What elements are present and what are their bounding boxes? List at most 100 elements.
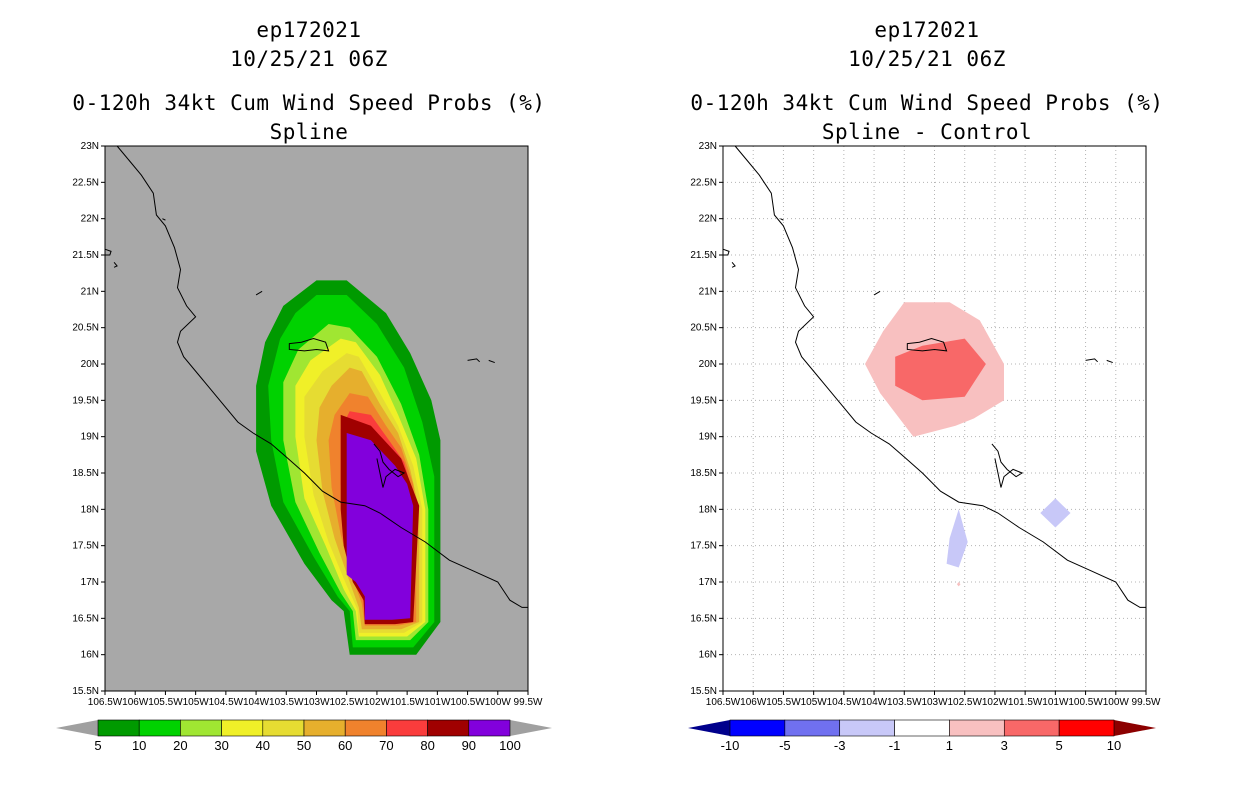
legend-label: 3 — [1001, 738, 1008, 753]
legend-swatch — [427, 719, 470, 737]
subtitle: Spline - Control — [821, 120, 1033, 144]
island — [113, 261, 118, 268]
lat-label: 17N — [699, 577, 717, 588]
lat-label: 19.5N — [690, 395, 717, 406]
lat-label: 20N — [699, 359, 717, 370]
legend-label: 20 — [173, 738, 187, 753]
lat-label: 18N — [81, 504, 99, 515]
lat-label: 15.5N — [690, 686, 717, 697]
lake — [288, 338, 330, 352]
lat-label: 21.5N — [690, 250, 717, 261]
product-title: 0-120h 34kt Cum Wind Speed Probs (%) — [72, 91, 546, 115]
difference-contours — [865, 302, 1071, 587]
lon-label: 104.5W — [827, 697, 862, 708]
legend-swatch — [97, 719, 140, 737]
legend-swatch — [1003, 719, 1060, 737]
legend-swatch — [262, 719, 305, 737]
lat-label: 20.5N — [690, 323, 717, 334]
lat-label: 21N — [81, 286, 99, 297]
lon-label: 105W — [183, 697, 210, 708]
legend-label: 10 — [132, 738, 146, 753]
lat-label: 17N — [81, 577, 99, 588]
lon-label: 105.5W — [148, 697, 183, 708]
legend-swatch — [180, 719, 222, 737]
axis-labels: 23N 22.5N 22N 21.5N 21N 20.5N 20N 19.5N 19N 18.5N… — [690, 141, 1161, 708]
lat-label: 21.5N — [72, 250, 99, 261]
color-legend: 5 10 20 30 40 50 60 70 80 90 100 — [56, 719, 552, 753]
legend-arrow-low — [688, 720, 730, 736]
lat-label: 19N — [699, 432, 717, 443]
legend-label: -5 — [779, 738, 791, 753]
lat-label: 19.5N — [72, 395, 99, 406]
coastline-path — [734, 145, 1146, 608]
island — [722, 248, 730, 256]
probability-map: 23N 22.5N 22N 21.5N 21N 20.5N 20N 19.5N 19N 18.5N… — [56, 141, 552, 753]
coastline-path — [116, 145, 528, 608]
lat-label: 16.5N — [72, 613, 99, 624]
legend-swatch — [344, 719, 387, 737]
reservoir — [991, 443, 1024, 488]
datetime: 10/25/21 06Z — [848, 47, 1006, 71]
coastline — [722, 145, 1146, 608]
legend-label: 60 — [338, 738, 352, 753]
lat-label: 23N — [699, 141, 717, 152]
island — [467, 358, 481, 363]
storm-id: ep172021 — [256, 18, 362, 42]
legend-swatch — [784, 719, 841, 737]
legend-label: 1 — [946, 738, 953, 753]
lon-label: 99.5W — [1132, 697, 1161, 708]
color-legend: -10 -5 -3 -1 1 3 5 10 — [688, 719, 1156, 753]
lat-label: 16.5N — [690, 613, 717, 624]
datetime: 10/25/21 06Z — [230, 47, 388, 71]
probability-contours — [256, 280, 441, 655]
lat-label: 17.5N — [72, 541, 99, 552]
lon-label: 106.5W — [88, 697, 123, 708]
lon-label: 102.5W — [329, 697, 364, 708]
lat-label: 17.5N — [690, 541, 717, 552]
lon-label: 102.5W — [947, 697, 982, 708]
legend-label: 90 — [462, 738, 476, 753]
difference-contour — [1040, 498, 1071, 528]
lat-label: 18.5N — [690, 468, 717, 479]
right-panel: ep172021 10/25/21 06Z 0-120h 34kt Cum Wi… — [618, 0, 1236, 800]
lake — [906, 338, 948, 352]
island — [873, 290, 881, 296]
left-panel: ep172021 10/25/21 06Z 0-120h 34kt Cum Wi… — [56, 18, 552, 753]
subtitle: Spline — [269, 120, 349, 144]
lat-label: 16N — [699, 650, 717, 661]
legend-swatch — [468, 719, 511, 737]
lon-label: 104W — [861, 697, 888, 708]
lon-label: 103.5W — [269, 697, 304, 708]
axis-labels: 23N 22.5N 22N 21.5N 21N 20.5N 20N 19.5N 19N 18.5N… — [72, 141, 543, 708]
lon-label: 102W — [982, 697, 1009, 708]
legend-label: 70 — [379, 738, 393, 753]
difference-contour — [956, 582, 961, 587]
legend-swatch — [729, 719, 786, 737]
legend-label: 10 — [1107, 738, 1121, 753]
lon-label: 103.5W — [887, 697, 922, 708]
legend-arrow-low — [56, 720, 98, 736]
product-title: 0-120h 34kt Cum Wind Speed Probs (%) — [690, 91, 1164, 115]
lat-label: 16N — [81, 650, 99, 661]
legend-swatch — [1058, 719, 1115, 737]
legend-label: -3 — [834, 738, 846, 753]
legend-label: 40 — [256, 738, 270, 753]
lon-label: 100.5W — [450, 697, 485, 708]
island — [104, 248, 112, 256]
lat-label: 22.5N — [690, 177, 717, 188]
legend-swatch — [839, 719, 895, 737]
lat-label: 18.5N — [72, 468, 99, 479]
difference-map: 23N 22.5N 22N 21.5N 21N 20.5N 20N 19.5N 19N 18.5N… — [688, 141, 1161, 753]
legend-label: 30 — [214, 738, 228, 753]
island — [1106, 359, 1113, 364]
lon-label: 105.5W — [766, 697, 801, 708]
legend-label: 5 — [1056, 738, 1063, 753]
legend-label: 50 — [297, 738, 311, 753]
legend-swatch — [138, 719, 181, 737]
lat-label: 23N — [81, 141, 99, 152]
island — [255, 290, 263, 296]
island — [488, 359, 495, 364]
legend-arrow-high — [1114, 720, 1156, 736]
lat-label: 20N — [81, 359, 99, 370]
lat-label: 21N — [699, 286, 717, 297]
